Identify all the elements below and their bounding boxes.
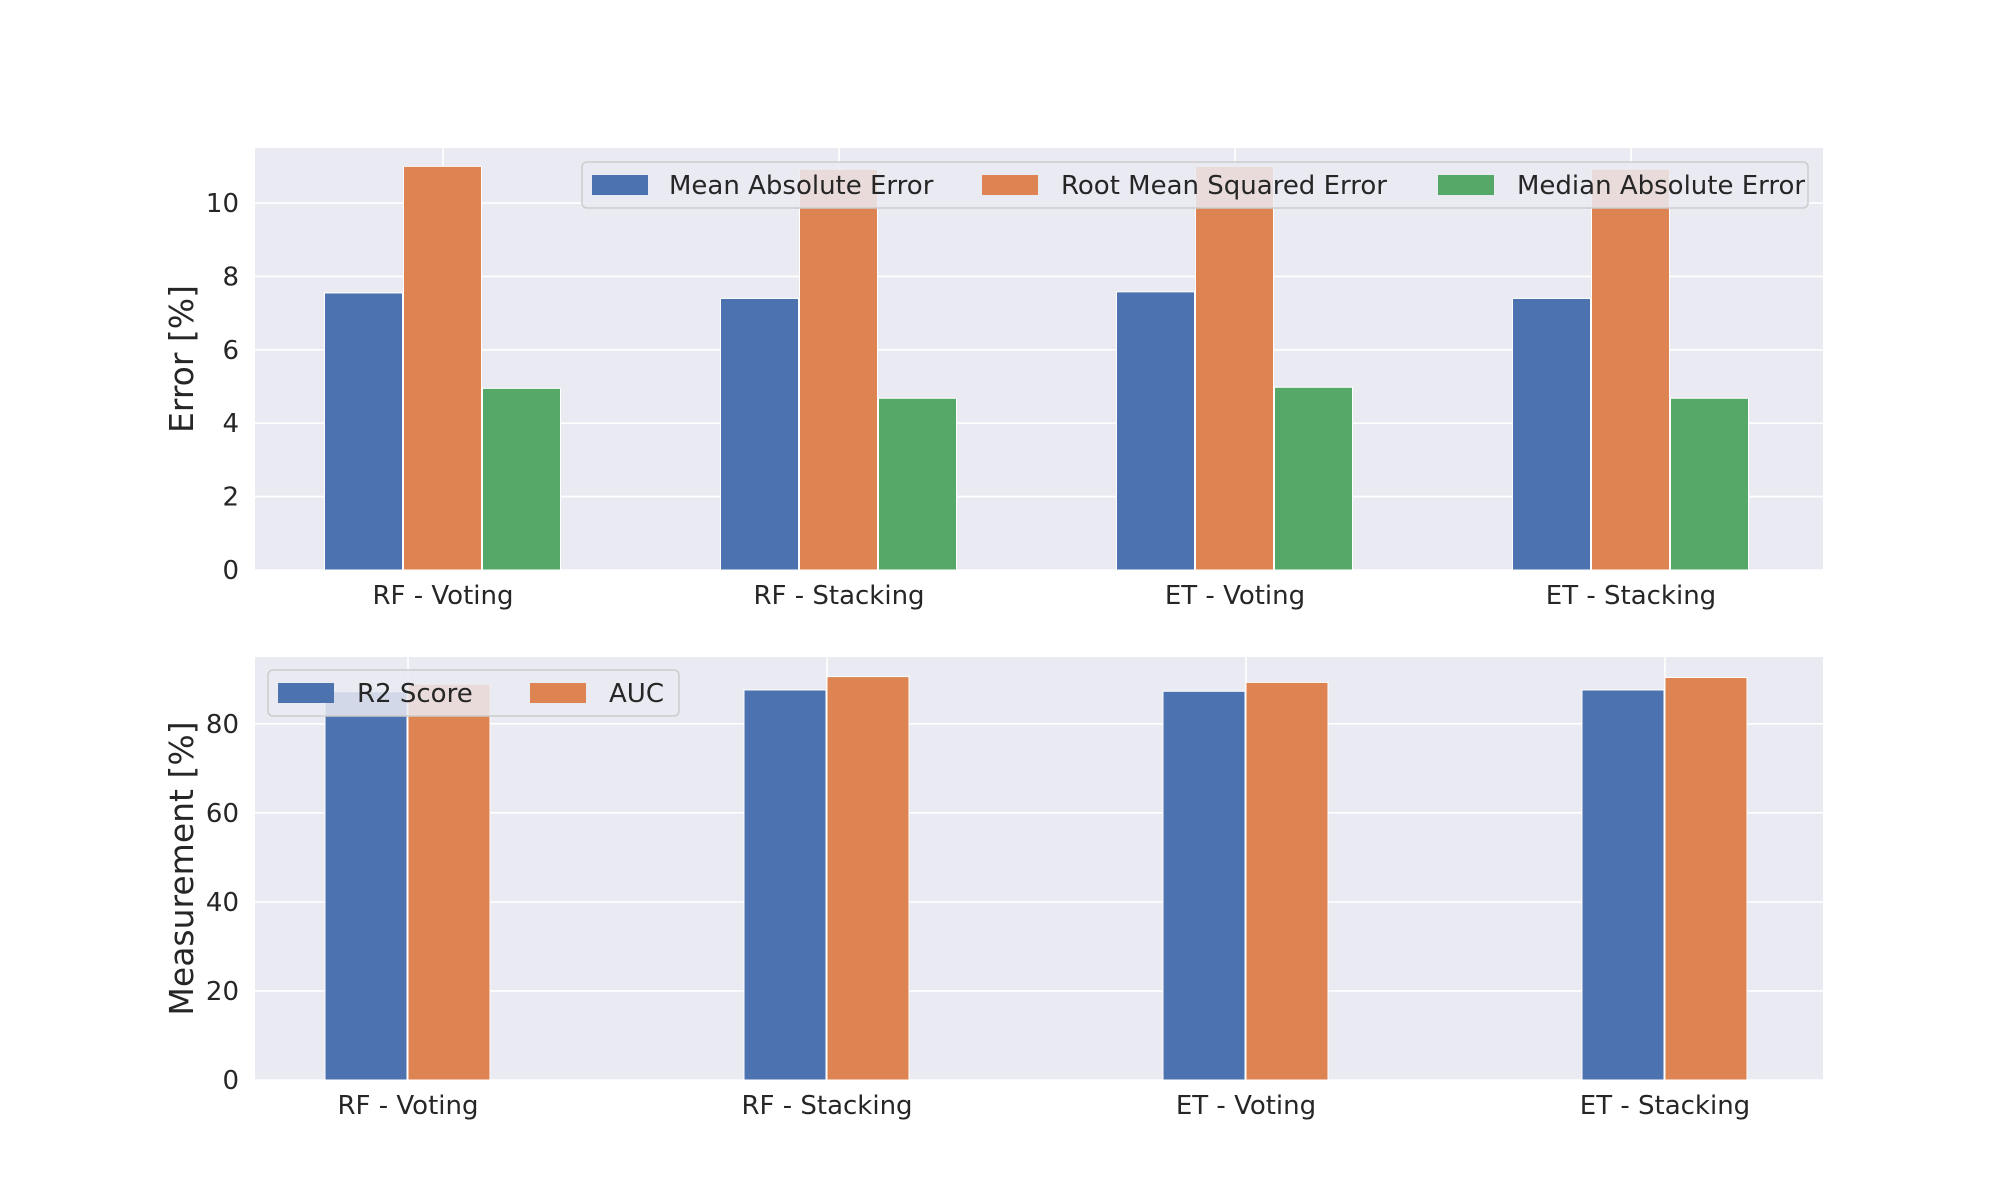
y-tick-label: 10 <box>206 189 239 219</box>
x-tick-label: ET - Voting <box>1165 581 1305 611</box>
y-tick-label: 40 <box>206 888 239 918</box>
x-tick-label: ET - Voting <box>1176 1091 1316 1121</box>
y-tick-label: 6 <box>222 336 239 366</box>
legend-box <box>267 669 680 717</box>
bar-r2-score-rf-stacking <box>743 689 827 1081</box>
chart-1: 0 2 4 6 8 10 RF - Voting RF - Stacking ET - Voti… <box>162 148 1823 611</box>
plot-area <box>255 657 1823 1080</box>
legend: R2 Score AUC <box>267 669 680 717</box>
legend-swatch-mean-absolute-error <box>592 175 648 195</box>
bar-mean-absolute-error-et-stacking <box>1512 297 1591 571</box>
legend-label-r2-score: R2 Score <box>357 679 473 709</box>
y-tick-label: 60 <box>206 799 239 829</box>
y-axis-label: Measurement [%] <box>162 721 201 1015</box>
legend-label-root-mean-squared-error: Root Mean Squared Error <box>1061 171 1387 201</box>
bar-auc-rf-voting <box>407 683 491 1081</box>
bar-r2-score-et-voting <box>1162 690 1246 1081</box>
x-tick-label: ET - Stacking <box>1546 581 1716 611</box>
chart-2: 0 20 40 60 80 RF - Voting RF - Stacking ET - Vo… <box>162 657 1823 1121</box>
bar-auc-et-voting <box>1245 681 1329 1081</box>
legend-swatch-auc <box>530 683 586 703</box>
bar-root-mean-squared-error-et-stacking <box>1591 168 1670 571</box>
bar-mean-absolute-error-rf-voting <box>324 292 403 571</box>
y-tick-label: 0 <box>222 1066 239 1096</box>
x-tick-label: RF - Stacking <box>741 1091 912 1121</box>
bar-mean-absolute-error-rf-stacking <box>720 297 799 571</box>
legend: Mean Absolute Error Root Mean Squared Err… <box>581 161 1809 209</box>
y-tick-label: 2 <box>222 483 239 513</box>
bar-root-mean-squared-error-rf-voting <box>403 165 482 571</box>
y-axis-label: Error [%] <box>162 285 201 433</box>
bar-median-absolute-error-rf-stacking <box>878 397 957 571</box>
bar-auc-rf-stacking <box>826 676 910 1081</box>
bar-r2-score-rf-voting <box>324 691 408 1081</box>
bar-root-mean-squared-error-rf-stacking <box>799 168 878 571</box>
legend-label-median-absolute-error: Median Absolute Error <box>1517 171 1805 201</box>
x-tick-label: RF - Voting <box>372 581 513 611</box>
bar-r2-score-et-stacking <box>1581 689 1665 1081</box>
bar-median-absolute-error-rf-voting <box>482 387 561 571</box>
y-tick-label: 0 <box>222 556 239 586</box>
x-tick-label: RF - Stacking <box>753 581 924 611</box>
y-tick-label: 4 <box>222 409 239 439</box>
bar-root-mean-squared-error-et-voting <box>1195 165 1274 571</box>
x-tick-label: RF - Voting <box>337 1091 478 1121</box>
bar-median-absolute-error-et-voting <box>1274 386 1353 571</box>
y-tick-label: 20 <box>206 977 239 1007</box>
legend-swatch-root-mean-squared-error <box>982 175 1038 195</box>
bar-auc-et-stacking <box>1664 676 1748 1081</box>
y-tick-label: 80 <box>206 710 239 740</box>
legend-label-mean-absolute-error: Mean Absolute Error <box>669 171 934 201</box>
x-tick-label: ET - Stacking <box>1580 1091 1750 1121</box>
legend-box <box>581 161 1809 209</box>
bar-mean-absolute-error-et-voting <box>1116 291 1195 571</box>
legend-swatch-r2-score <box>278 683 334 703</box>
y-tick-label: 8 <box>222 262 239 292</box>
legend-swatch-median-absolute-error <box>1438 175 1494 195</box>
bar-median-absolute-error-et-stacking <box>1670 397 1749 571</box>
legend-label-auc: AUC <box>609 679 664 709</box>
